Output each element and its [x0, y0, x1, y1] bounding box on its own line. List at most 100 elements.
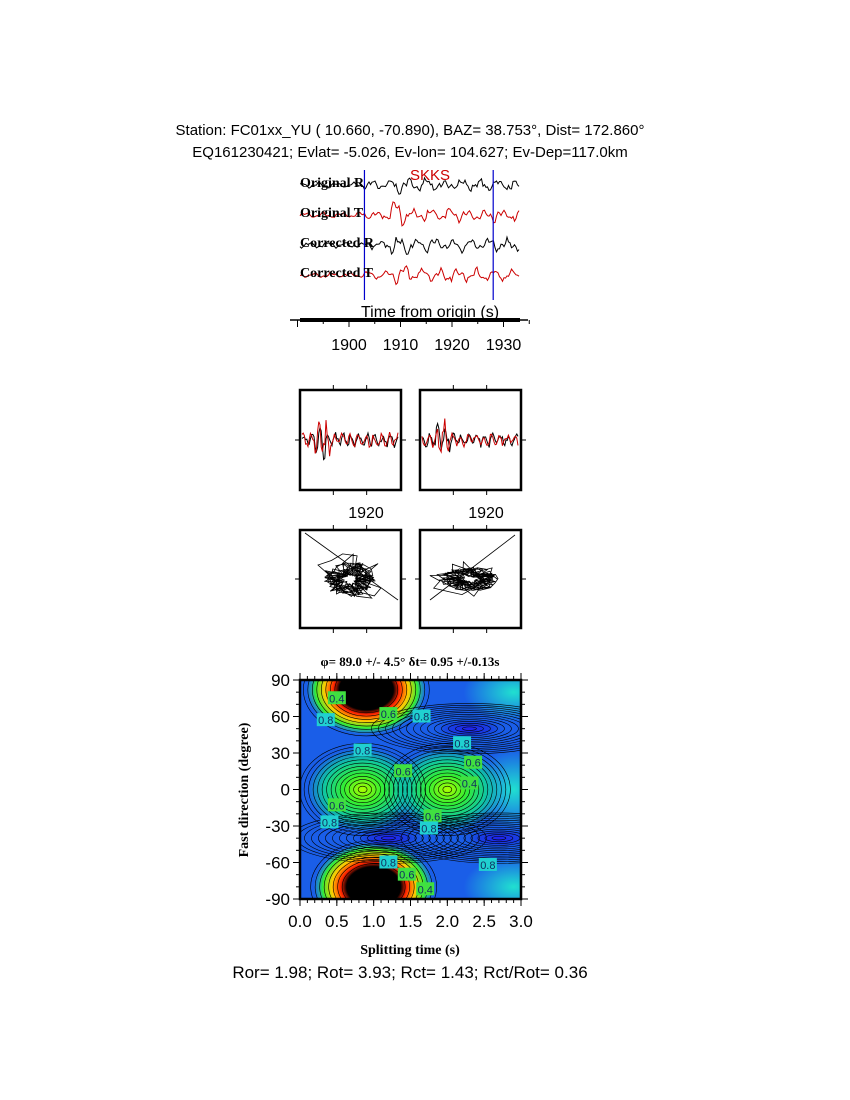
contour-line: [371, 703, 521, 755]
x-tick-label: 0.0: [288, 912, 312, 931]
contour-line: [433, 779, 462, 800]
particle-motion-path: [304, 532, 399, 601]
time-axis-label: Time from origin (s): [361, 304, 499, 321]
contour-line: [350, 870, 397, 899]
contour-label-box: [353, 743, 372, 757]
contour-line: [424, 772, 471, 807]
contour-label-box: [397, 867, 416, 881]
contour-line: [415, 766, 480, 813]
contour-line: [449, 825, 521, 852]
contour-line: [307, 680, 426, 733]
contour-line: [378, 704, 521, 753]
trace-label: Corrected R: [300, 236, 375, 251]
x-tick-label: 2.0: [436, 912, 460, 931]
tick-label: 1920: [434, 337, 470, 354]
contour-line: [344, 775, 381, 803]
time-axis: 1900 1910 1920 1930: [290, 318, 530, 354]
contour-label-box: [394, 764, 413, 778]
contour-label: 0.6: [465, 758, 480, 770]
contour-line: [438, 782, 457, 797]
contour-line: [325, 680, 408, 720]
trace-label: Original T: [300, 206, 364, 221]
contour-line: [428, 819, 521, 857]
panel-frame: [298, 388, 403, 492]
contour-line: [353, 782, 372, 797]
y-tick-label: 90: [271, 671, 290, 690]
component-trace: [421, 418, 519, 454]
contour-label: 0.6: [399, 870, 414, 882]
contour-label: 0.8: [322, 817, 337, 829]
contour-label: 0.8: [414, 712, 429, 724]
contour-line: [400, 812, 521, 864]
y-tick-label: -90: [265, 890, 290, 909]
contour-line: [316, 680, 417, 727]
contour-line: [356, 682, 376, 697]
contour-line: [348, 779, 377, 800]
quality-metrics: Ror= 1.98; Rot= 3.93; Rct= 1.43; Rct/Rot…: [232, 963, 587, 982]
result-title: φ= 89.0 +/- 4.5° δt= 0.95 +/-0.13s: [321, 654, 500, 669]
contour-label-box: [327, 691, 346, 705]
contour-label: 0.6: [395, 766, 410, 778]
contour-line: [337, 860, 410, 899]
contour-label-box: [464, 755, 483, 769]
contour-line: [491, 836, 507, 841]
waveform-trace: [299, 235, 520, 256]
energy-contour-map: 0.40.80.6 0.80.80.80.60.60.40.60.80.60.80…: [300, 680, 521, 899]
contour-label: 0.8: [318, 715, 333, 727]
contour-line: [353, 828, 424, 848]
contour-line: [429, 775, 466, 803]
waveform-trace: [299, 201, 520, 227]
contour-line: [421, 818, 521, 859]
particle-motion-path: [429, 534, 516, 601]
contour-line: [463, 828, 521, 848]
contour-label: 0.8: [421, 823, 436, 835]
panel-frame: [418, 528, 523, 630]
contour-line: [484, 834, 514, 843]
contour-line: [325, 821, 452, 855]
contour-label: 0.6: [381, 709, 396, 721]
contour-line: [406, 759, 489, 820]
particle-motion-path: [317, 553, 382, 599]
contour-line: [343, 680, 390, 707]
contour-line: [346, 866, 401, 899]
y-tick-label: 60: [271, 708, 290, 727]
contour-label-box: [453, 736, 472, 750]
contour-line: [470, 830, 521, 846]
particle-motion-path: [429, 560, 499, 597]
contour-line: [334, 680, 399, 714]
contour-line: [359, 876, 388, 898]
contour-line: [361, 686, 372, 694]
contour-line: [300, 743, 426, 836]
contour-label: 0.4: [418, 884, 433, 896]
contour-line: [330, 766, 395, 813]
component-trace: [301, 420, 399, 457]
contour-label: 0.6: [329, 800, 344, 812]
contour-label: 0.4: [462, 778, 477, 790]
contour-label: 0.4: [329, 693, 344, 705]
y-tick-label: -30: [265, 817, 290, 836]
contour-line: [411, 762, 484, 817]
contour-line: [455, 724, 484, 733]
cyan-region: [463, 856, 521, 899]
station-info: Station: FC01xx_YU ( 10.660, -70.890), B…: [176, 122, 645, 139]
contour-label-box: [412, 709, 431, 723]
x-tick-label: 1.5: [399, 912, 423, 931]
contour-axes: 0.0 0.5 1.0 1.5 2.0 2.5 3.0 90 60 30 0 -30 -60 -90: [265, 671, 532, 931]
contour-label-box: [316, 713, 335, 727]
contour-line: [357, 785, 368, 794]
contour-line: [352, 680, 381, 700]
contour-line: [441, 721, 498, 737]
contour-label-box: [419, 821, 438, 835]
x-tick-label: 3.0: [509, 912, 533, 931]
tick-label: 1920: [348, 505, 384, 522]
tick-label: 1900: [331, 337, 367, 354]
contour-label-box: [379, 855, 398, 869]
contour-label-box: [460, 776, 479, 790]
x-tick-label: 1.0: [362, 912, 386, 931]
contour-line: [381, 836, 396, 841]
trace-label: Original R: [300, 176, 365, 191]
contour-line: [456, 827, 521, 850]
contour-line: [414, 816, 521, 861]
